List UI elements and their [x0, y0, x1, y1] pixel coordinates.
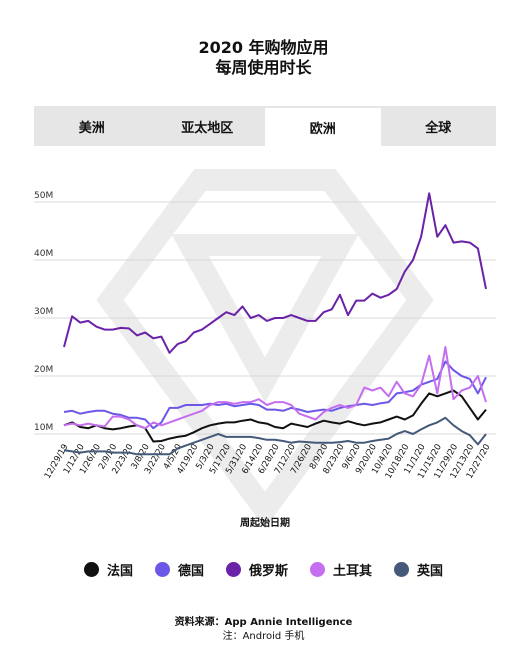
legend-item-uk: 英国 — [394, 560, 443, 579]
series-line-russia — [63, 192, 487, 354]
legend-label-turkey: 土耳其 — [333, 564, 373, 579]
note-text: 注：Android 手机 — [222, 631, 305, 642]
tab-global[interactable]: 全球 — [425, 120, 452, 136]
x-axis-title: 周起始日期 — [240, 516, 290, 529]
legend-item-france: 法国 — [83, 560, 133, 579]
tab-europe[interactable]: 欧洲 — [265, 108, 381, 146]
y-tick-label: 20M — [34, 365, 53, 375]
y-axis-labels: 10M 20M 30M 40M 50M — [34, 191, 53, 433]
series-line-germany — [63, 360, 487, 430]
legend-label-russia: 俄罗斯 — [248, 564, 288, 579]
legend-marker-russia — [225, 562, 241, 577]
legend-marker-germany — [154, 562, 170, 577]
y-tick-label: 30M — [34, 307, 53, 317]
legend-item-russia: 俄罗斯 — [225, 560, 288, 579]
series-line-turkey — [63, 346, 487, 430]
source-footer: 资料来源：App Annie Intelligence 注：Android 手机 — [0, 616, 527, 644]
legend: 法国 德国 俄罗斯 土耳其 英国 — [0, 560, 527, 579]
y-tick-label: 40M — [34, 249, 53, 259]
legend-item-germany: 德国 — [154, 560, 204, 579]
series-line-france — [63, 389, 487, 443]
gridlines — [34, 201, 496, 435]
y-tick-label: 50M — [34, 191, 53, 201]
legend-label-germany: 德国 — [177, 564, 204, 579]
y-tick-label: 10M — [34, 423, 53, 433]
line-chart: 10M 20M 30M 40M 50M 12/29/191/12/201/26/202/… — [34, 169, 496, 529]
series-lines — [63, 192, 487, 456]
region-tabs: 美洲 亚太地区 欧洲 全球 — [34, 106, 496, 146]
tab-apac[interactable]: 亚太地区 — [181, 120, 234, 136]
x-axis-labels: 12/29/191/12/201/26/202/9/202/23/203/8/2… — [43, 443, 493, 481]
source-text: 资料来源：App Annie Intelligence — [174, 617, 353, 628]
title-line-1: 2020 年购物应用 — [198, 38, 329, 57]
legend-marker-france — [83, 562, 99, 577]
legend-item-turkey: 土耳其 — [310, 560, 372, 579]
series-line-uk — [63, 416, 487, 456]
legend-label-france: 法国 — [106, 564, 133, 579]
legend-marker-uk — [394, 562, 410, 577]
chart-title: 2020 年购物应用 每周使用时长 — [0, 38, 527, 78]
legend-marker-turkey — [310, 562, 325, 577]
tab-americas[interactable]: 美洲 — [78, 120, 105, 136]
legend-label-uk: 英国 — [417, 564, 444, 579]
title-line-2: 每周使用时长 — [215, 58, 312, 77]
